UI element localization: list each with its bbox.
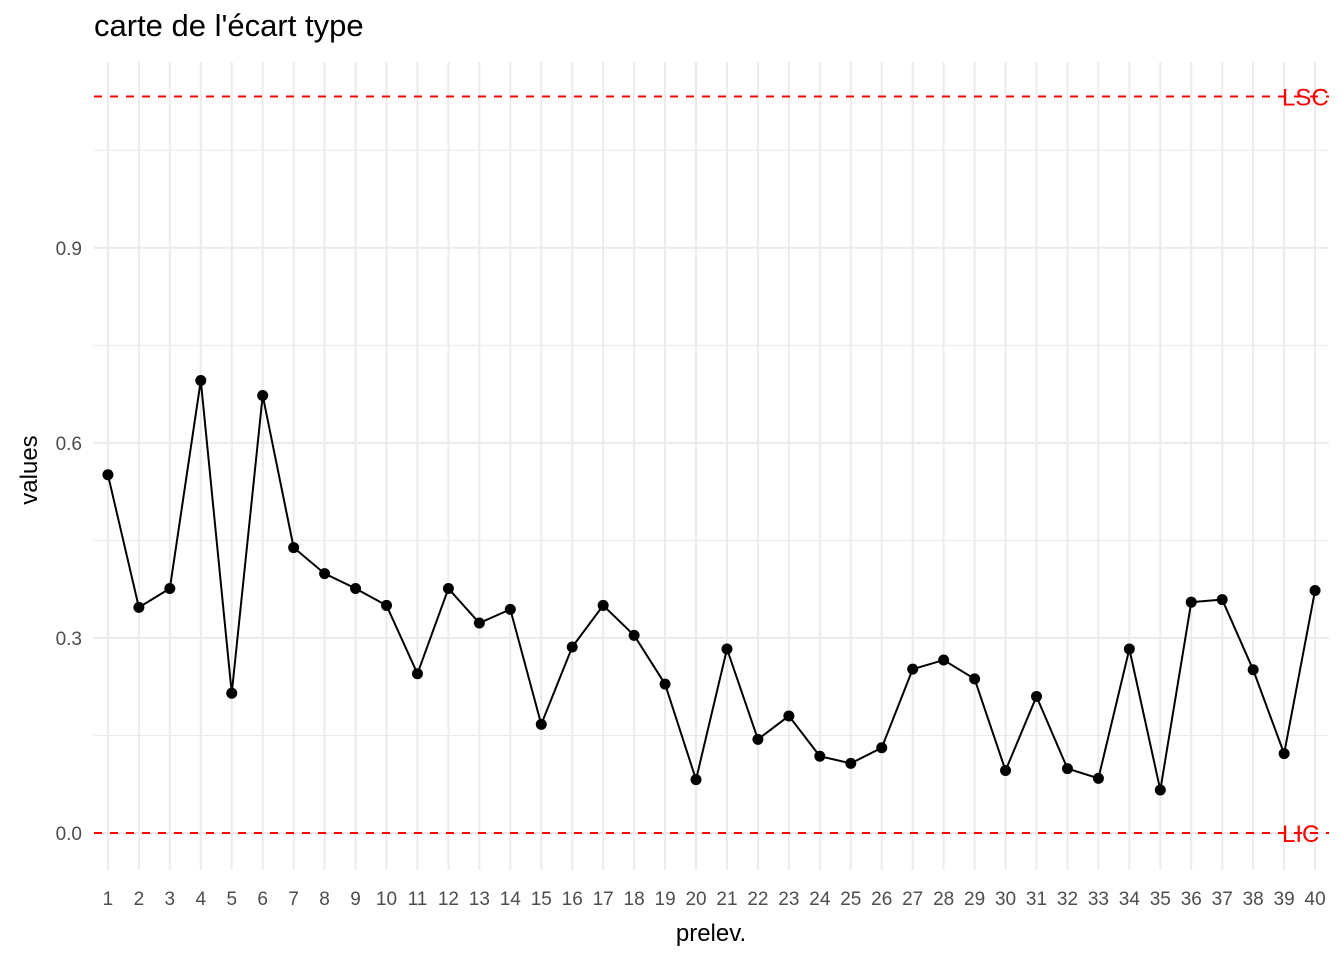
x-tick-label: 16 <box>562 889 583 910</box>
data-point <box>1123 643 1135 655</box>
x-tick-label: 3 <box>165 889 176 910</box>
data-point <box>969 673 981 685</box>
control-limit-label: LIC <box>1282 821 1319 848</box>
data-point <box>133 601 145 613</box>
x-tick-label: 13 <box>469 889 490 910</box>
x-axis-title: prelev. <box>676 920 746 947</box>
x-tick-label: 23 <box>778 889 799 910</box>
minor-gridlines <box>94 149 1329 736</box>
data-point <box>1154 784 1166 796</box>
x-tick-label: 10 <box>376 889 397 910</box>
control-limit-label: LSC <box>1282 84 1329 111</box>
data-point <box>288 542 300 554</box>
data-point <box>1309 584 1321 596</box>
data-point <box>938 654 950 666</box>
data-point <box>1061 763 1073 775</box>
data-point <box>535 718 547 730</box>
x-tick-label: 39 <box>1274 889 1295 910</box>
data-point <box>504 603 516 615</box>
x-tick-label: 30 <box>995 889 1016 910</box>
x-tick-label: 26 <box>871 889 892 910</box>
data-point <box>690 774 702 786</box>
data-point <box>1247 664 1259 676</box>
x-tick-label: 24 <box>809 889 831 910</box>
x-tick-label: 36 <box>1181 889 1202 910</box>
x-tick-label: 28 <box>933 889 954 910</box>
x-axis-ticks: 1 2 3 4 5 6 7 8 9 10 11 12 13 14 15 16 17 18 19 20 21 22 23 24 2… <box>103 889 1326 910</box>
data-point <box>721 643 733 655</box>
data-point <box>814 750 826 762</box>
x-tick-label: 5 <box>226 889 237 910</box>
data-point <box>752 733 764 745</box>
y-tick-label: 0.0 <box>56 824 82 845</box>
data-point <box>195 375 207 387</box>
data-series <box>102 375 1321 796</box>
x-tick-label: 35 <box>1150 889 1171 910</box>
series-line <box>106 380 1317 791</box>
x-tick-label: 7 <box>288 889 299 910</box>
x-tick-label: 17 <box>593 889 614 910</box>
x-tick-label: 22 <box>747 889 768 910</box>
x-tick-label: 34 <box>1119 889 1141 910</box>
y-tick-label: 0.9 <box>56 239 82 260</box>
x-tick-label: 1 <box>103 889 114 910</box>
control-limits: LSC LIC <box>94 84 1329 848</box>
x-tick-label: 33 <box>1088 889 1109 910</box>
x-tick-label: 32 <box>1057 889 1078 910</box>
x-tick-label: 2 <box>134 889 145 910</box>
data-point <box>876 742 888 754</box>
data-point <box>473 617 485 629</box>
data-point <box>566 641 578 653</box>
x-tick-label: 14 <box>500 889 522 910</box>
data-point <box>1092 772 1104 784</box>
data-point <box>1031 690 1042 702</box>
x-tick-label: 27 <box>902 889 923 910</box>
data-point <box>411 668 423 680</box>
data-point <box>257 389 269 401</box>
x-tick-label: 11 <box>408 889 428 910</box>
y-tick-label: 0.6 <box>56 434 82 455</box>
data-point <box>442 583 454 595</box>
x-tick-label: 20 <box>685 889 706 910</box>
x-tick-label: 19 <box>655 889 676 910</box>
data-point <box>628 629 640 641</box>
x-tick-label: 6 <box>257 889 268 910</box>
data-point <box>1278 748 1290 760</box>
x-tick-label: 21 <box>716 889 737 910</box>
y-axis-ticks: 0.0 0.3 0.6 0.9 <box>56 239 82 845</box>
data-point <box>783 710 795 722</box>
x-tick-label: 31 <box>1026 889 1047 910</box>
data-point <box>845 757 857 769</box>
x-tick-label: 37 <box>1212 889 1233 910</box>
x-tick-label: 29 <box>964 889 985 910</box>
x-tick-label: 25 <box>840 889 861 910</box>
chart-title: carte de l'écart type <box>94 8 364 43</box>
x-tick-label: 40 <box>1305 889 1326 910</box>
data-point <box>350 583 362 595</box>
x-tick-label: 4 <box>195 889 206 910</box>
data-point <box>1185 596 1197 608</box>
data-point <box>102 469 114 481</box>
x-tick-label: 9 <box>350 889 361 910</box>
y-tick-label: 0.3 <box>56 629 82 650</box>
y-axis-title: values <box>16 435 43 504</box>
x-tick-label: 12 <box>438 889 459 910</box>
data-point <box>907 663 919 675</box>
data-point <box>1216 594 1228 606</box>
data-point <box>381 599 392 611</box>
x-tick-label: 18 <box>624 889 645 910</box>
data-point <box>164 583 176 595</box>
data-point <box>226 687 238 699</box>
data-point <box>597 599 609 611</box>
major-gridlines <box>94 62 1329 870</box>
x-tick-label: 38 <box>1243 889 1264 910</box>
data-point <box>319 568 331 580</box>
x-tick-label: 15 <box>531 889 552 910</box>
x-tick-label: 8 <box>319 889 330 910</box>
data-point <box>659 678 671 690</box>
data-point <box>1000 765 1012 777</box>
